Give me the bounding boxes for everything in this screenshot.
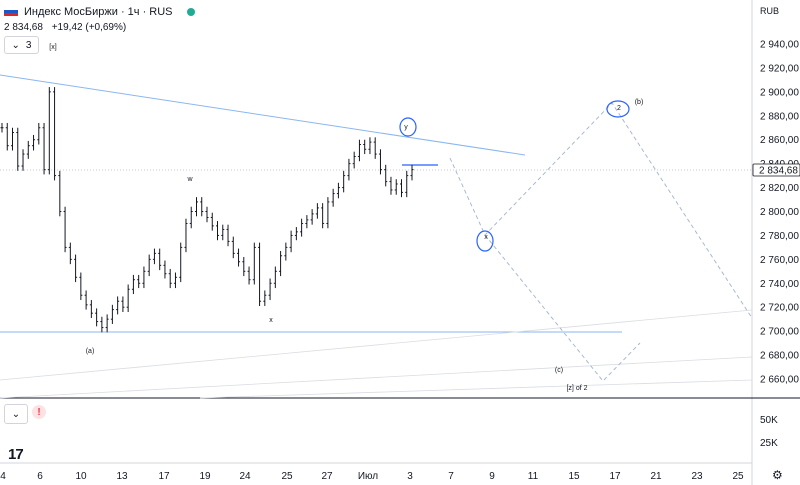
volume-tick-label: 25K xyxy=(760,438,778,449)
wave-label: [x] xyxy=(49,44,56,51)
price-tick-label: 2 740,00 xyxy=(760,279,799,290)
quote-line: 2 834,68 +19,42 (+0,69%) xyxy=(4,22,195,33)
flag-stripe-blue xyxy=(4,9,18,14)
currency-label[interactable]: RUB xyxy=(760,6,780,16)
price-tick-label: 2 860,00 xyxy=(760,135,799,146)
indicators-collapse-button[interactable]: ⌄ 3 xyxy=(4,36,39,54)
tradingview-logo[interactable]: 17 xyxy=(8,446,24,463)
price-tick-label: 2 760,00 xyxy=(760,255,799,266)
time-tick-label: 9 xyxy=(489,471,495,482)
price-tick-label: 2 800,00 xyxy=(760,207,799,218)
market-status-icon xyxy=(186,7,195,16)
warning-icon[interactable]: ! xyxy=(32,405,46,419)
current-price-badge xyxy=(752,163,800,177)
projection-path-main[interactable] xyxy=(449,102,753,319)
wave-label: x xyxy=(269,317,273,324)
time-tick-label: 24 xyxy=(239,471,251,482)
chevron-down-icon: ⌄ xyxy=(11,39,20,51)
circle-marker-2[interactable] xyxy=(606,100,630,118)
current-price-label: 2 834,68 xyxy=(759,166,798,177)
wave-label: (c) xyxy=(555,367,563,374)
last-price: 2 834,68 xyxy=(4,22,43,33)
wave-label: [z] of 2 xyxy=(566,385,587,392)
time-tick-label: 3 xyxy=(407,471,413,482)
channel-line-middle xyxy=(0,356,753,399)
flag-stripe-white xyxy=(4,6,18,10)
time-tick-label: 23 xyxy=(691,471,703,482)
price-tick-label: 2 900,00 xyxy=(760,87,799,98)
time-tick-label: 4 xyxy=(0,471,6,482)
projection-path-alt[interactable] xyxy=(484,234,641,382)
channel-line-upper xyxy=(0,309,753,381)
symbol-header: Индекс МосБиржи · 1ч · RUS 2 834,68 +19,… xyxy=(4,4,195,33)
price-tick-label: 2 940,00 xyxy=(760,40,799,51)
price-tick-label: 2 820,00 xyxy=(760,183,799,194)
russia-flag-icon xyxy=(4,6,18,17)
time-tick-label: 13 xyxy=(116,471,128,482)
price-tick-label: 2 660,00 xyxy=(760,375,799,386)
wave-label: w xyxy=(186,176,193,183)
wave-label: y xyxy=(404,124,408,131)
indicator-count: 3 xyxy=(25,39,32,51)
time-tick-label: 17 xyxy=(609,471,621,482)
wave-label: x xyxy=(484,234,488,241)
wave-label: (b) xyxy=(635,99,644,106)
price-tick-label: 2 780,00 xyxy=(760,231,799,242)
price-tick-label: 2 920,00 xyxy=(760,63,799,74)
circle-marker-x[interactable] xyxy=(476,230,494,252)
time-tick-label: 11 xyxy=(528,471,539,482)
pane-collapse-button[interactable]: ⌄ xyxy=(4,404,28,424)
chevron-down-icon: ⌄ xyxy=(11,408,21,420)
volume-tick-label: 50K xyxy=(760,415,778,426)
time-tick-label: 17 xyxy=(158,471,170,482)
channel-line-lower xyxy=(199,379,753,399)
time-tick-label: 7 xyxy=(448,471,454,482)
time-tick-label: Июл xyxy=(358,471,378,482)
time-tick-label: 19 xyxy=(199,471,211,482)
time-tick-label: 6 xyxy=(37,471,43,482)
wave-label: 2 xyxy=(617,105,621,112)
flag-stripe-red xyxy=(4,13,18,17)
circle-marker-y[interactable] xyxy=(399,117,417,137)
price-change: +19,42 (+0,69%) xyxy=(51,22,127,33)
price-tick-label: 2 720,00 xyxy=(760,303,799,314)
price-tick-label: 2 880,00 xyxy=(760,111,799,122)
warning-mark: ! xyxy=(37,406,41,418)
time-tick-label: 25 xyxy=(732,471,744,482)
price-tick-label: 2 700,00 xyxy=(760,327,799,338)
time-tick-label: 21 xyxy=(650,471,662,482)
time-tick-label: 15 xyxy=(568,471,580,482)
wave-label: (a) xyxy=(86,348,95,355)
symbol-title[interactable]: Индекс МосБиржи · 1ч · RUS xyxy=(24,5,173,18)
time-tick-label: 25 xyxy=(281,471,293,482)
time-tick-label: 10 xyxy=(75,471,87,482)
price-tick-label: 2 680,00 xyxy=(760,351,799,362)
gear-icon[interactable]: ⚙ xyxy=(772,468,783,482)
upper-trendline[interactable] xyxy=(0,74,526,156)
time-tick-label: 27 xyxy=(321,471,333,482)
